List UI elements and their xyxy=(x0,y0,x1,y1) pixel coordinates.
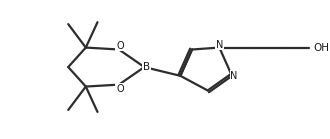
Text: O: O xyxy=(116,84,124,94)
Text: B: B xyxy=(143,62,150,72)
Text: N: N xyxy=(216,40,223,50)
Text: O: O xyxy=(116,41,124,51)
Text: OH: OH xyxy=(313,43,329,53)
Text: N: N xyxy=(230,71,238,81)
